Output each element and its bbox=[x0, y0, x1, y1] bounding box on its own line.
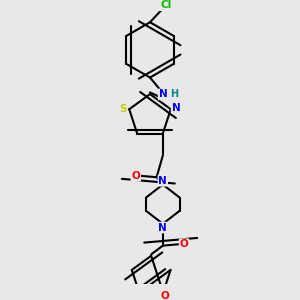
Text: N: N bbox=[172, 103, 180, 113]
Text: H: H bbox=[170, 89, 178, 99]
Text: N: N bbox=[159, 89, 167, 99]
Text: O: O bbox=[131, 171, 140, 181]
Text: O: O bbox=[160, 291, 169, 300]
Text: S: S bbox=[119, 104, 127, 114]
Text: N: N bbox=[158, 176, 167, 186]
Text: Cl: Cl bbox=[160, 0, 172, 10]
Text: N: N bbox=[158, 223, 167, 232]
Text: O: O bbox=[180, 239, 188, 249]
